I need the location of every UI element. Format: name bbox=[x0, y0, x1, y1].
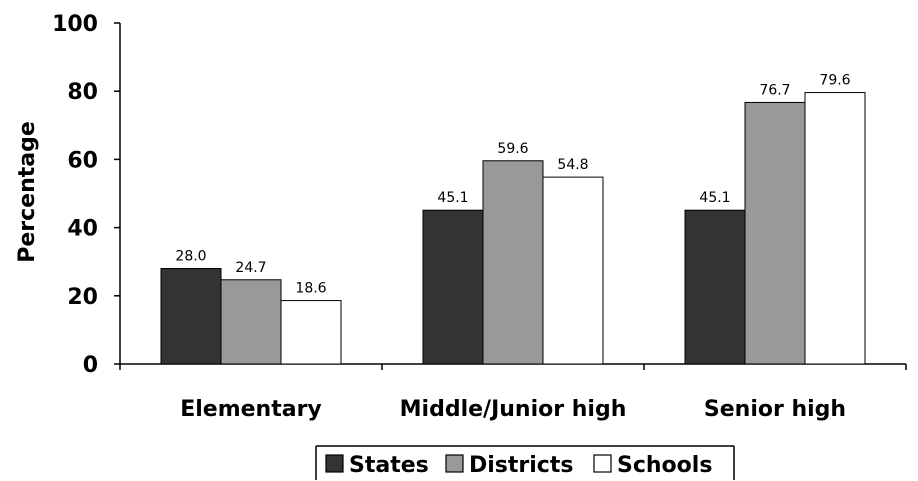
legend-label-schools: Schools bbox=[617, 453, 712, 478]
legend-swatch-schools bbox=[593, 454, 612, 473]
labels: 28.0 24.7 18.6 Elementary 45.1 59.6 54.8 Middle… bbox=[175, 73, 850, 422]
data-label: 45.1 bbox=[699, 190, 730, 206]
bar-districts-1 bbox=[220, 279, 282, 365]
legend-swatch-districts bbox=[445, 454, 464, 473]
bars bbox=[160, 92, 866, 365]
data-label: 24.7 bbox=[235, 260, 266, 276]
x-category-label: Senior high bbox=[704, 397, 846, 422]
bar-states-3 bbox=[684, 209, 746, 365]
legend: States Districts Schools bbox=[315, 445, 735, 480]
y-tick-label: 60 bbox=[67, 148, 98, 173]
x-category-label: Middle/Junior high bbox=[400, 397, 627, 422]
bar-schools-1 bbox=[280, 300, 342, 365]
y-tick-label: 100 bbox=[52, 12, 98, 37]
data-label: 76.7 bbox=[759, 82, 790, 98]
y-tick-label: 20 bbox=[67, 285, 98, 310]
bar-schools-3 bbox=[804, 92, 866, 365]
data-label: 28.0 bbox=[175, 249, 206, 265]
y-axis-title: Percentage bbox=[15, 121, 40, 263]
legend-swatch-states bbox=[325, 454, 344, 473]
bar-states-2 bbox=[422, 209, 484, 365]
data-label: 79.6 bbox=[819, 73, 850, 89]
bar-districts-3 bbox=[744, 101, 806, 365]
data-label: 45.1 bbox=[437, 190, 468, 206]
y-tick-label: 80 bbox=[67, 80, 98, 105]
y-tick-label: 0 bbox=[83, 353, 98, 378]
bar-schools-2 bbox=[542, 176, 604, 365]
legend-label-states: States bbox=[349, 453, 429, 478]
bar-districts-2 bbox=[482, 160, 544, 365]
data-label: 18.6 bbox=[295, 281, 326, 297]
bar-states-1 bbox=[160, 268, 222, 365]
data-label: 59.6 bbox=[497, 141, 528, 157]
y-tick-label: 40 bbox=[67, 217, 98, 242]
x-category-label: Elementary bbox=[180, 397, 322, 422]
data-label: 54.8 bbox=[557, 157, 588, 173]
legend-label-districts: Districts bbox=[469, 453, 573, 478]
